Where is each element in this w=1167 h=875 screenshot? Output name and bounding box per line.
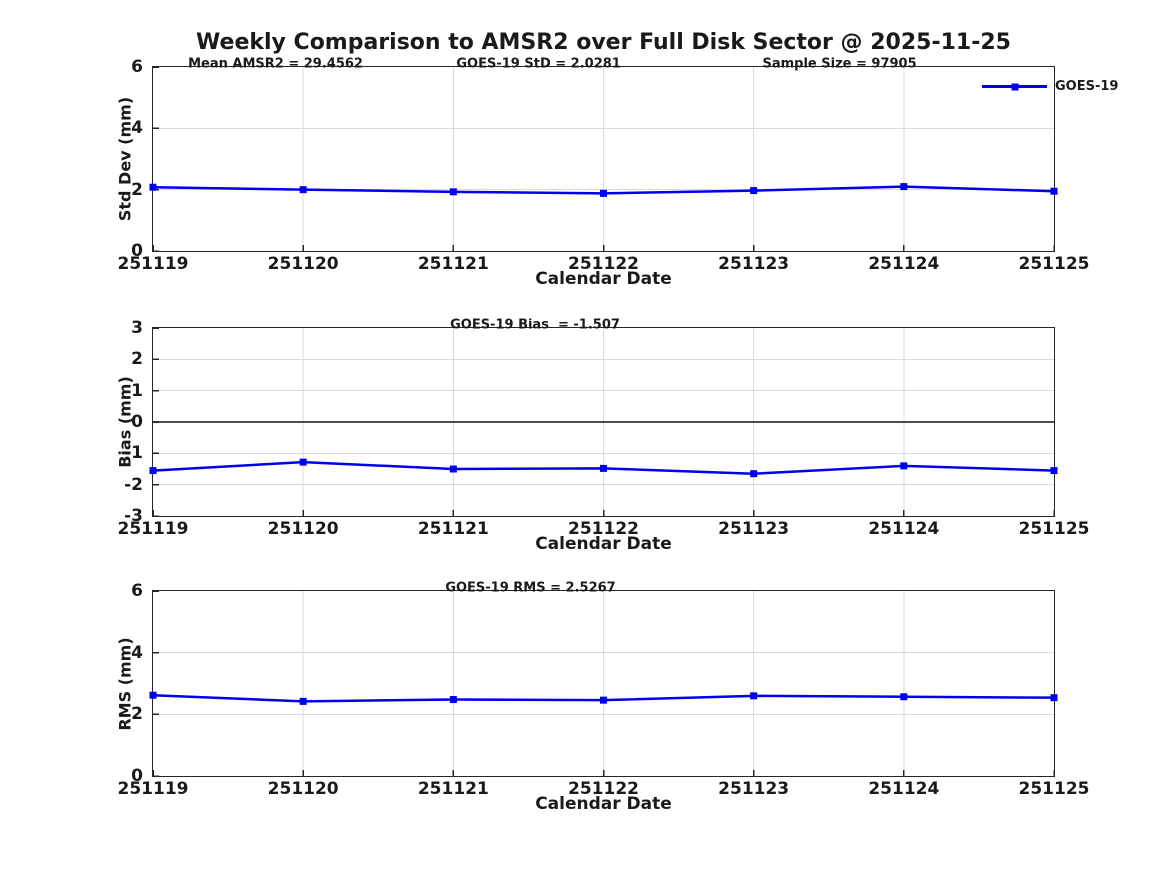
y-axis-label-std-dev: Std Dev (mm) xyxy=(115,96,135,222)
y-tick-label: 4 xyxy=(131,642,143,663)
y-tick-label: -2 xyxy=(124,474,143,495)
data-point-marker xyxy=(149,183,157,191)
y-tick-label: 2 xyxy=(131,179,143,200)
data-point-marker xyxy=(750,470,758,478)
data-point-marker xyxy=(900,693,908,701)
x-tick-label: 251120 xyxy=(267,519,339,539)
stat-annotation: GOES-19 Bias = -1.507 xyxy=(450,317,620,333)
data-point-marker xyxy=(299,186,307,194)
x-tick-label: 251125 xyxy=(1018,254,1090,274)
stat-annotation: GOES-19 RMS = 2.5267 xyxy=(445,580,616,596)
y-tick-label: 1 xyxy=(131,380,143,401)
y-tick-label: 6 xyxy=(131,581,143,601)
x-tick-label: 251123 xyxy=(718,519,790,539)
x-tick-label: 251119 xyxy=(117,254,189,274)
x-axis-label-std-dev: Calendar Date xyxy=(535,269,672,289)
legend-label: GOES-19 xyxy=(1055,79,1119,94)
x-tick-label: 251121 xyxy=(417,519,489,539)
data-point-marker xyxy=(449,696,457,704)
x-axis-label-rms: Calendar Date xyxy=(535,794,672,814)
x-tick-label: 251121 xyxy=(417,254,489,274)
data-point-marker xyxy=(449,188,457,196)
y-tick-label: 4 xyxy=(131,118,143,139)
data-point-marker xyxy=(1050,187,1058,195)
y-tick-label: 3 xyxy=(131,318,143,338)
data-point-marker xyxy=(299,697,307,705)
plot-area-std-dev: 0 2 4 6 251119 251120 251121 251122 251123 251124… xyxy=(118,57,1090,275)
data-point-marker xyxy=(600,189,607,197)
plot-area-rms: 0 2 4 6 251119 251120 251121 251122 251123 251124… xyxy=(118,581,1090,800)
y-axis-label-rms: RMS (mm) xyxy=(115,636,135,731)
x-tick-label: 251124 xyxy=(868,519,940,539)
data-point-marker xyxy=(149,691,157,699)
y-tick-label: 2 xyxy=(131,349,143,370)
subplot-bias: -3 -2 -1 0 1 2 3 251119 251120 251121 251122 251123… xyxy=(116,318,1090,555)
data-point-marker xyxy=(299,458,307,466)
y-tick-label: 2 xyxy=(131,704,143,725)
y-axis-label-bias: Bias (mm) xyxy=(115,376,135,468)
stat-annotation: Sample Size = 97905 xyxy=(762,56,917,72)
x-tick-label: 251119 xyxy=(117,779,189,799)
subplot-rms: 0 2 4 6 251119 251120 251121 251122 251123 251124… xyxy=(116,581,1090,815)
data-point-marker xyxy=(900,183,908,191)
plot-area-bias: -3 -2 -1 0 1 2 3 251119 251120 251121 251122 251123… xyxy=(118,318,1090,540)
data-point-marker xyxy=(600,464,607,472)
plot-canvas-rms xyxy=(149,590,1058,777)
x-tick-label: 251122 xyxy=(568,519,639,539)
y-tick-label: 0 xyxy=(131,412,143,432)
data-point-marker xyxy=(600,696,607,704)
data-point-marker xyxy=(149,467,157,475)
x-tick-label: 251123 xyxy=(718,254,790,274)
legend-marker-icon xyxy=(1011,83,1018,90)
x-tick-label: 251122 xyxy=(568,254,639,274)
page-title: Weekly Comparison to AMSR2 over Full Dis… xyxy=(196,30,1011,55)
stat-annotation: Mean AMSR2 = 29.4562 xyxy=(188,56,363,72)
x-tick-label: 251119 xyxy=(117,519,189,539)
x-tick-label: 251122 xyxy=(568,779,639,799)
data-point-marker xyxy=(449,465,457,473)
y-tick-label: -1 xyxy=(124,443,143,464)
y-tick-label: 0 xyxy=(131,766,143,786)
y-tick-label: 0 xyxy=(131,241,143,261)
x-tick-label: 251125 xyxy=(1018,519,1090,539)
subplot-std-dev: 0 2 4 6 251119 251120 251121 251122 251123 251124… xyxy=(116,57,1119,290)
x-tick-label: 251125 xyxy=(1018,779,1090,799)
data-point-marker xyxy=(750,187,758,195)
data-point-marker xyxy=(1050,694,1058,702)
plot-canvas-bias xyxy=(149,327,1058,517)
x-tick-label: 251121 xyxy=(417,779,489,799)
legend-line-sample xyxy=(982,83,1047,90)
y-tick-label: 6 xyxy=(131,57,143,77)
x-tick-label: 251124 xyxy=(868,779,940,799)
x-tick-label: 251120 xyxy=(267,254,339,274)
legend: GOES-19 xyxy=(982,79,1118,94)
y-tick-label: -3 xyxy=(124,506,143,526)
x-tick-label: 251120 xyxy=(267,779,339,799)
data-point-marker xyxy=(1050,467,1058,475)
plot-canvas-std-dev xyxy=(149,66,1058,252)
x-tick-label: 251123 xyxy=(718,779,790,799)
data-point-marker xyxy=(750,692,758,700)
x-axis-label-bias: Calendar Date xyxy=(535,534,672,554)
x-tick-label: 251124 xyxy=(868,254,940,274)
stat-annotation: GOES-19 StD = 2.0281 xyxy=(456,56,621,72)
data-point-marker xyxy=(900,462,908,470)
